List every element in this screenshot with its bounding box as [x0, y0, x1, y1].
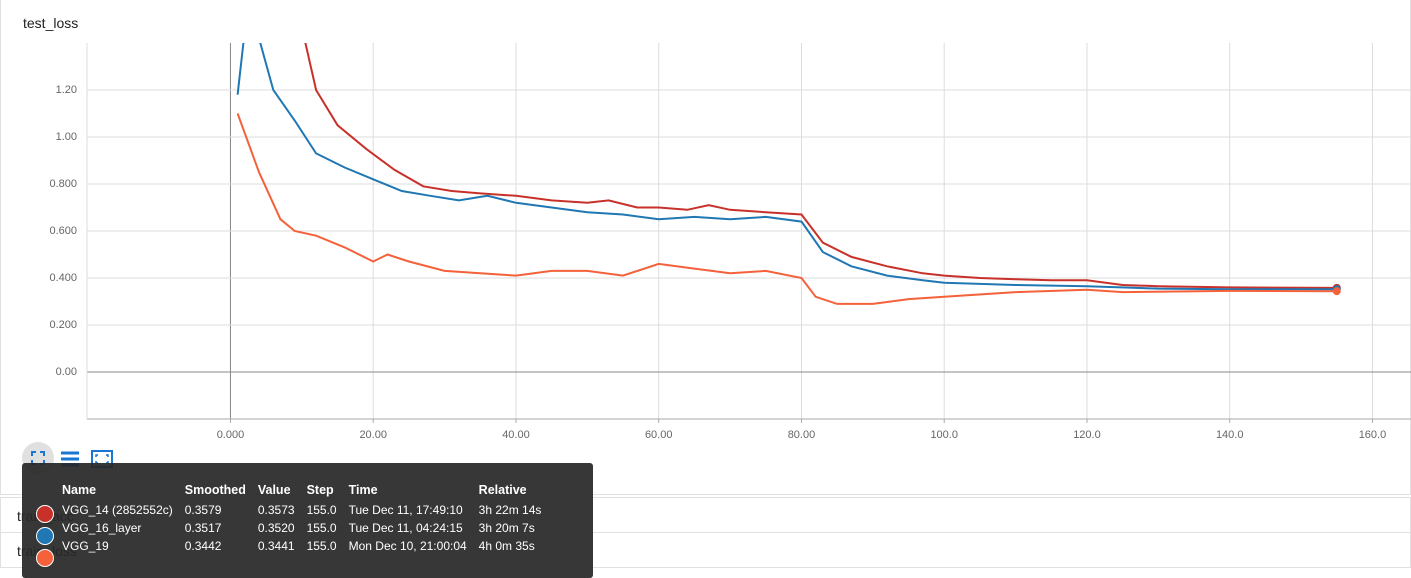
tooltip-cell: 0.3520 [257, 521, 295, 535]
tooltip-cell: Tue Dec 11, 04:24:15 [348, 521, 463, 535]
plot-area [236, 43, 1341, 305]
legend-swatch [36, 527, 54, 545]
y-tick-label: 0.200 [49, 319, 77, 331]
legend-swatch [36, 549, 54, 567]
chart-title: test_loss [23, 15, 79, 31]
header-cell: Smoothed [184, 483, 246, 497]
x-tick-label: 100.0 [930, 429, 958, 441]
y-tick-label: 0.600 [49, 225, 77, 237]
tooltip-cell: 3h 22m 14s [478, 503, 542, 517]
series-line [236, 113, 1337, 305]
tooltip-cell: 155.0 [306, 503, 337, 517]
hover-point [1332, 287, 1341, 296]
y-tick-label: 0.400 [49, 272, 77, 284]
x-tick-label: 20.00 [359, 429, 387, 441]
legend-swatch [36, 505, 54, 523]
tooltip-cell: 0.3579 [184, 503, 222, 517]
x-tick-label: 140.0 [1216, 429, 1244, 441]
tooltip-cell: VGG_19 [62, 539, 109, 553]
tooltip-cell: VGG_16_layer [62, 521, 142, 535]
tooltip-cell: VGG_14 (2852552c) [62, 503, 173, 517]
x-tick-label: 120.0 [1073, 429, 1101, 441]
x-tick-label: 60.00 [645, 429, 673, 441]
tooltip-cell: 3h 20m 7s [478, 521, 535, 535]
chart: 0.000 20.00 40.00 60.00 80.00 100.0 120.0 140.0… [49, 43, 1411, 441]
tooltip-cell: Mon Dec 10, 21:00:04 [348, 539, 467, 553]
tooltip-table: Name Smoothed Value Step Time Relative VGG_14 … [62, 481, 553, 555]
y-tick-label: 1.00 [56, 131, 77, 143]
y-tick-label: 0.00 [56, 366, 77, 378]
tooltip-cell: Tue Dec 11, 17:49:10 [348, 503, 463, 517]
header-row: Name Smoothed Value Step Time Relative [62, 481, 553, 501]
tooltip-cell: 0.3517 [184, 521, 222, 535]
tooltip-cell: 4h 0m 35s [478, 539, 535, 553]
header-cell: Value [257, 483, 291, 497]
tooltip-cell: 0.3573 [257, 503, 295, 517]
y-tick-label: 0.800 [49, 178, 77, 190]
x-tick-label: 80.00 [788, 429, 816, 441]
tooltip-cell: 155.0 [306, 521, 337, 535]
series-line [304, 43, 1337, 289]
tooltip-cell: 155.0 [306, 539, 337, 553]
grid: 0.000 20.00 40.00 60.00 80.00 100.0 120.0 140.0… [49, 43, 1411, 441]
tooltip-row: VGG_16_layer 0.3517 0.3520 155.0 Tue Dec 11,… [62, 519, 553, 537]
x-tick-label: 0.000 [217, 429, 245, 441]
tooltip-cell: 0.3441 [257, 539, 295, 553]
tooltip-row: VGG_14 (2852552c) 0.3579 0.3573 155.0 Tue De… [62, 501, 553, 519]
header-cell: Time [348, 483, 378, 497]
tooltip-cell: 0.3442 [184, 539, 222, 553]
x-tick-label: 160.0 [1359, 429, 1387, 441]
header-cell: Relative [478, 483, 527, 497]
x-tick-label: 40.00 [502, 429, 530, 441]
header-cell: Step [306, 483, 334, 497]
fit-icon [31, 451, 45, 465]
tooltip: Name Smoothed Value Step Time Relative VGG_14 … [22, 463, 593, 578]
header-cell: Name [62, 483, 97, 497]
series-line [236, 43, 1337, 291]
y-tick-label: 1.20 [56, 84, 77, 96]
tooltip-row: VGG_19 0.3442 0.3441 155.0 Mon Dec 10, 21:00… [62, 537, 553, 555]
